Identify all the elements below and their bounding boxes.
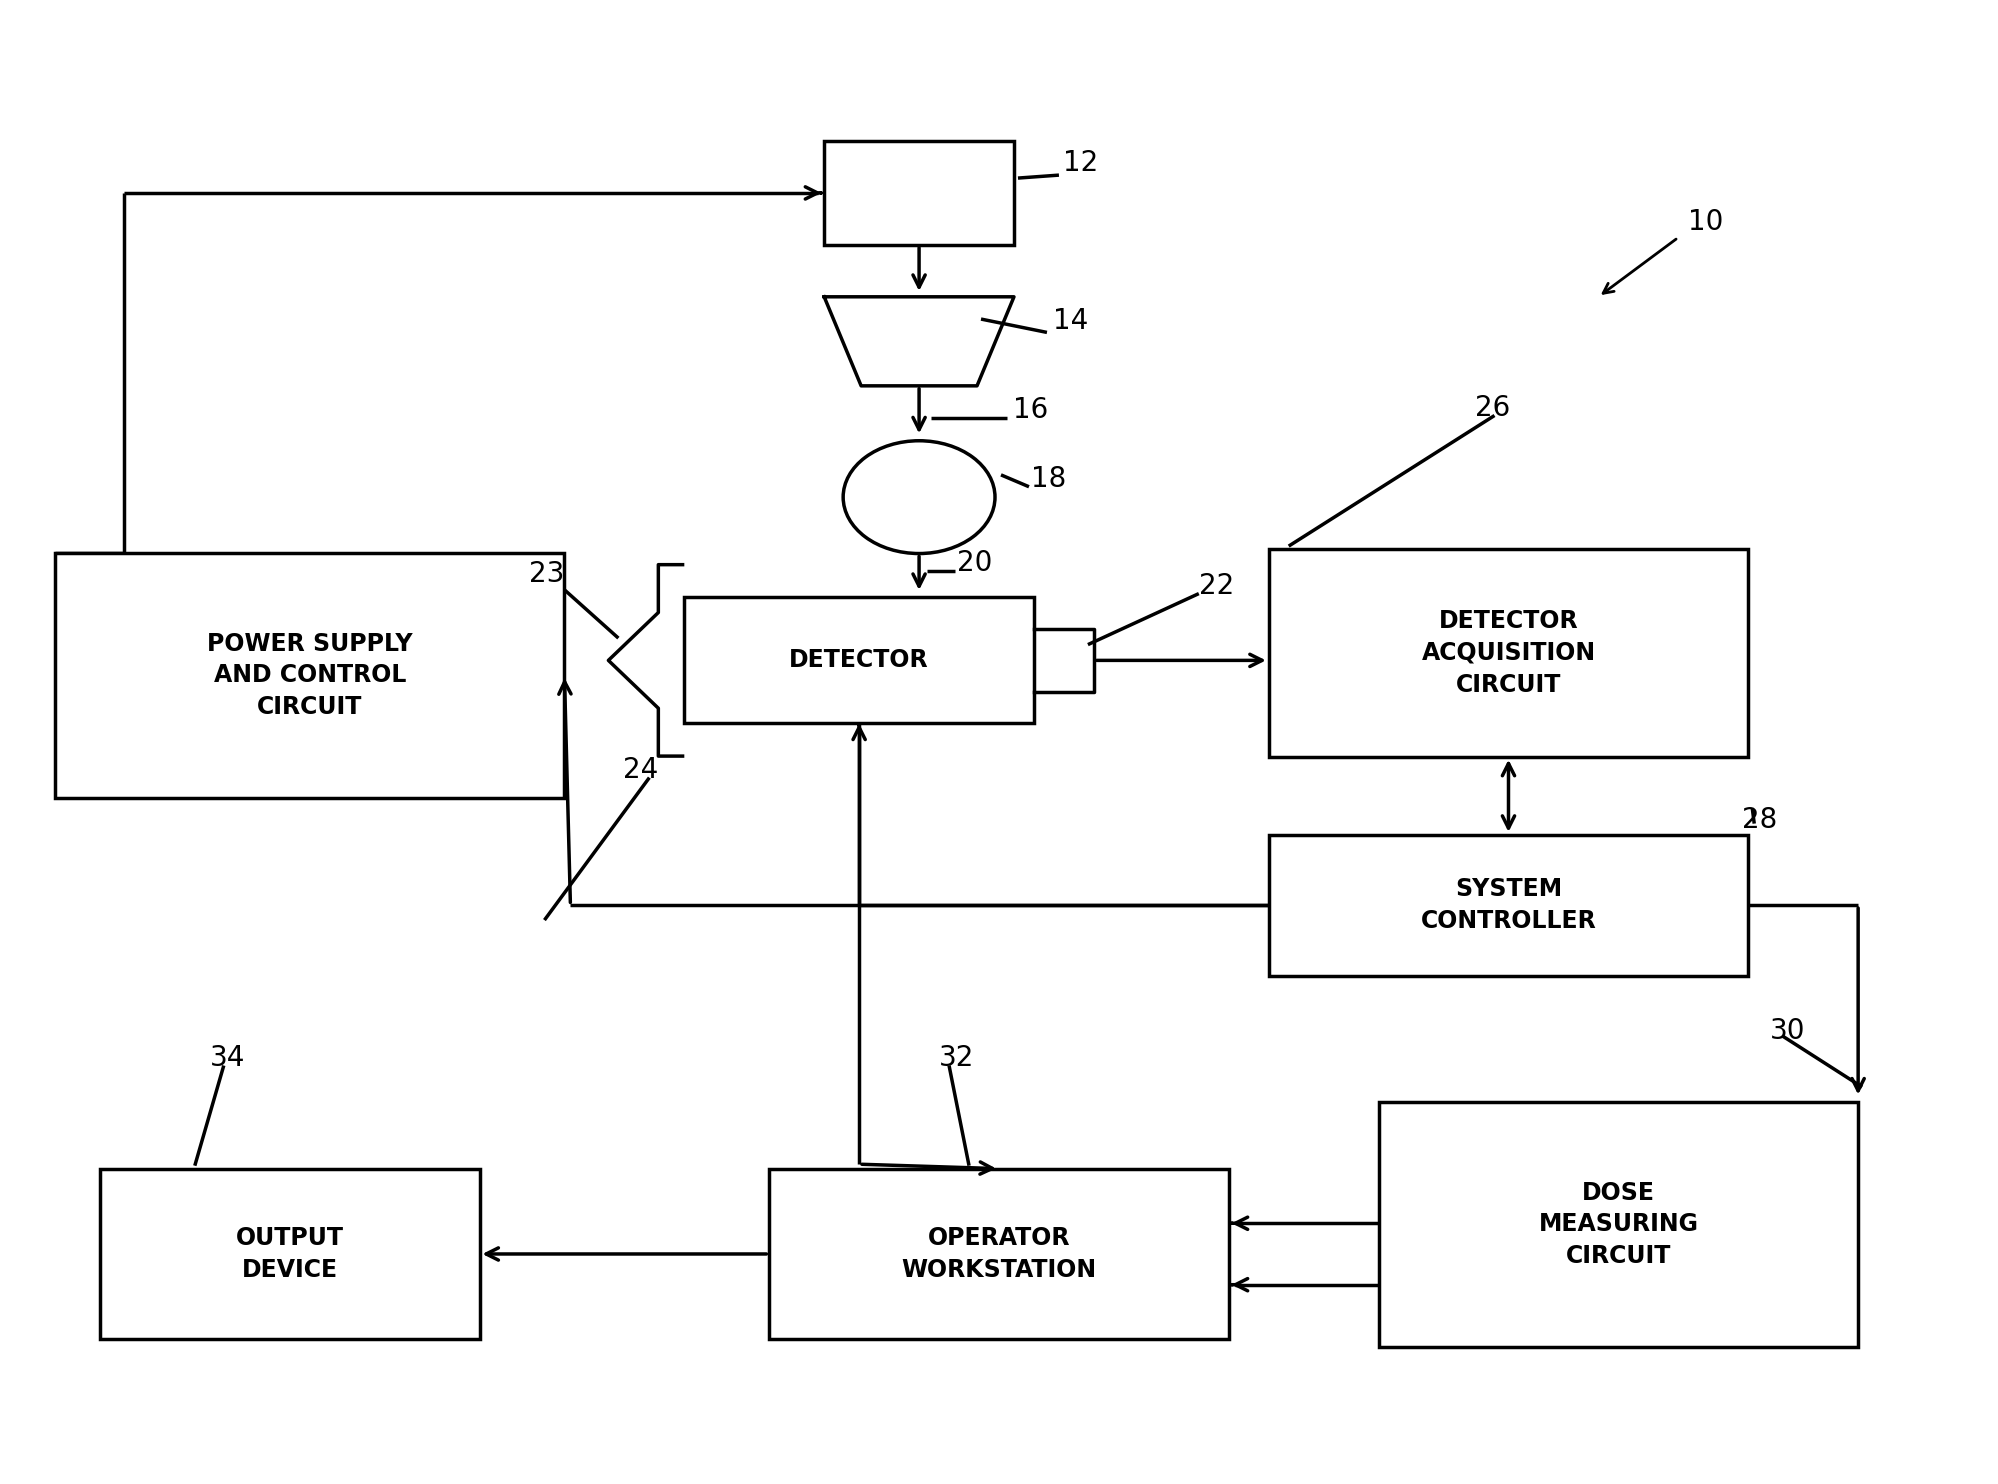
Bar: [769, 1169, 1229, 1339]
Text: 32: 32: [939, 1043, 975, 1071]
Text: 26: 26: [1475, 393, 1510, 421]
Text: 24: 24: [623, 755, 659, 784]
Text: DETECTOR
ACQUISITION
CIRCUIT: DETECTOR ACQUISITION CIRCUIT: [1421, 610, 1596, 696]
Bar: [54, 552, 563, 798]
Text: 30: 30: [1770, 1017, 1806, 1045]
Text: DOSE
MEASURING
CIRCUIT: DOSE MEASURING CIRCUIT: [1538, 1181, 1698, 1267]
Text: 16: 16: [1013, 396, 1049, 424]
Text: 23: 23: [529, 559, 565, 588]
Bar: [1269, 549, 1748, 757]
Text: 28: 28: [1742, 806, 1778, 834]
Text: 34: 34: [210, 1043, 246, 1071]
Text: 10: 10: [1688, 208, 1724, 236]
Bar: [825, 141, 1015, 245]
Text: POWER SUPPLY
AND CONTROL
CIRCUIT: POWER SUPPLY AND CONTROL CIRCUIT: [208, 632, 412, 718]
Text: 12: 12: [1063, 148, 1099, 177]
Bar: [683, 597, 1035, 723]
Text: OUTPUT
DEVICE: OUTPUT DEVICE: [236, 1226, 344, 1282]
Bar: [100, 1169, 480, 1339]
Text: 20: 20: [957, 549, 993, 577]
Bar: [1269, 834, 1748, 976]
Text: DETECTOR: DETECTOR: [789, 649, 929, 672]
Text: 22: 22: [1199, 571, 1235, 600]
Bar: [1379, 1101, 1858, 1347]
Text: OPERATOR
WORKSTATION: OPERATOR WORKSTATION: [901, 1226, 1097, 1282]
Text: 18: 18: [1031, 464, 1067, 493]
Text: SYSTEM
CONTROLLER: SYSTEM CONTROLLER: [1421, 877, 1596, 933]
Text: 14: 14: [1053, 307, 1089, 335]
